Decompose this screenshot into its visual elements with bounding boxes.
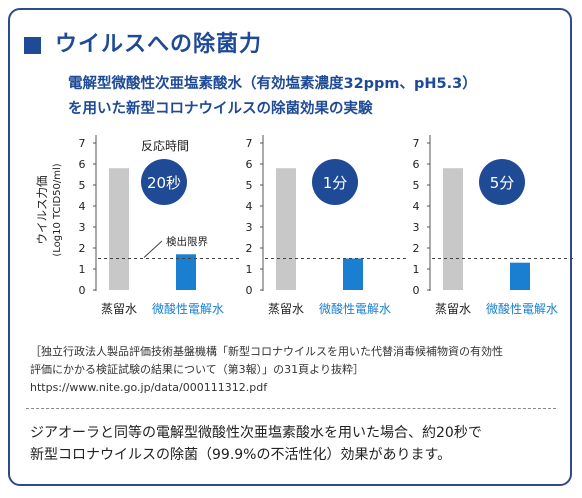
conclusion-text: ジアオーラと同等の電解型微酸性次亜塩素酸水を用いた場合、約20秒で 新型コロナウ… xyxy=(30,422,560,466)
y-tick-label: 5 xyxy=(413,179,420,192)
y-tick-label: 4 xyxy=(413,200,420,213)
y-tick-label: 2 xyxy=(79,242,86,255)
bar-treated xyxy=(176,254,196,290)
x-label-control: 蒸留水 xyxy=(435,302,471,316)
source-line-2: 評価にかかる検証試験の結果について（第3報）」の31頁より抜粋］ xyxy=(30,363,364,376)
source-url: https://www.nite.go.jp/data/000111312.pd… xyxy=(30,381,268,394)
time-badge-label: 1分 xyxy=(323,174,348,192)
detection-limit-leader xyxy=(143,240,163,258)
y-tick-label: 7 xyxy=(413,137,420,150)
y-axis-label: ウイルス力価 xyxy=(35,176,49,245)
y-tick-label: 1 xyxy=(79,263,86,276)
conclusion-line-1: ジアオーラと同等の電解型微酸性次亜塩素酸水を用いた場合、約20秒で xyxy=(30,425,482,441)
x-label-treated: 微酸性電解水 xyxy=(319,301,391,316)
time-badge xyxy=(312,159,358,205)
bar-treated xyxy=(343,258,363,290)
reaction-time-label: 反応時間 xyxy=(141,139,189,153)
source-line-1: ［独立行政法人製品評価技術基盤機構「新型コロナウイルスを用いた代替消毒候補物資の… xyxy=(30,345,503,358)
page-title: ウイルスへの除菌力 xyxy=(55,32,263,57)
bar-control xyxy=(276,168,296,290)
x-label-treated: 微酸性電解水 xyxy=(152,301,224,316)
y-tick-label: 6 xyxy=(79,158,86,171)
x-label-control: 蒸留水 xyxy=(268,302,304,316)
dashed-divider xyxy=(26,408,556,409)
y-tick-label: 0 xyxy=(79,284,86,297)
y-tick-label: 4 xyxy=(79,200,86,213)
y-tick-label: 2 xyxy=(246,242,253,255)
y-tick-label: 5 xyxy=(79,179,86,192)
x-label-control: 蒸留水 xyxy=(101,302,137,316)
y-tick-label: 1 xyxy=(413,263,420,276)
title-square-icon xyxy=(24,36,41,54)
y-tick-label: 3 xyxy=(79,221,86,234)
y-tick-label: 2 xyxy=(413,242,420,255)
charts-svg: ウイルス力価 (Log10 TCID50/ml) 反応時間 0 1 2 3 4 5 6 7 蒸留水 微酸… xyxy=(35,135,573,316)
time-badge-label: 5分 xyxy=(490,174,515,192)
conclusion-line-2: 新型コロナウイルスの除菌（99.9%の不活性化）効果があります。 xyxy=(30,447,452,463)
y-tick-label: 3 xyxy=(246,221,253,234)
detection-limit-label: 検出限界 xyxy=(166,235,208,248)
x-label-treated: 微酸性電解水 xyxy=(486,301,558,316)
y-tick-label: 3 xyxy=(413,221,420,234)
subtitle-line-2: を用いた新型コロナウイルスの除菌効果の実験 xyxy=(68,101,373,117)
y-tick-label: 5 xyxy=(246,179,253,192)
y-tick-label: 6 xyxy=(413,158,420,171)
y-tick-label: 6 xyxy=(246,158,253,171)
time-badge xyxy=(141,159,187,205)
y-tick-label: 0 xyxy=(246,284,253,297)
bar-treated xyxy=(510,262,530,290)
title-row: ウイルスへの除菌力 xyxy=(24,34,262,56)
bar-control xyxy=(443,168,463,290)
y-tick-label: 7 xyxy=(79,137,86,150)
bar-control xyxy=(109,168,129,290)
source-citation: ［独立行政法人製品評価技術基盤機構「新型コロナウイルスを用いた代替消毒候補物資の… xyxy=(30,343,560,397)
experiment-subtitle: 電解型微酸性次亜塩素酸水（有効塩素濃度32ppm、pH5.3） を用いた新型コロ… xyxy=(68,72,558,122)
y-tick-label: 0 xyxy=(413,284,420,297)
y-axis-unit: (Log10 TCID50/ml) xyxy=(52,163,63,256)
time-badge xyxy=(479,159,525,205)
y-tick-label: 7 xyxy=(246,137,253,150)
subtitle-line-1: 電解型微酸性次亜塩素酸水（有効塩素濃度32ppm、pH5.3） xyxy=(68,76,477,92)
y-tick-label: 4 xyxy=(246,200,253,213)
time-badge-label: 20秒 xyxy=(147,174,181,192)
y-tick-label: 1 xyxy=(246,263,253,276)
